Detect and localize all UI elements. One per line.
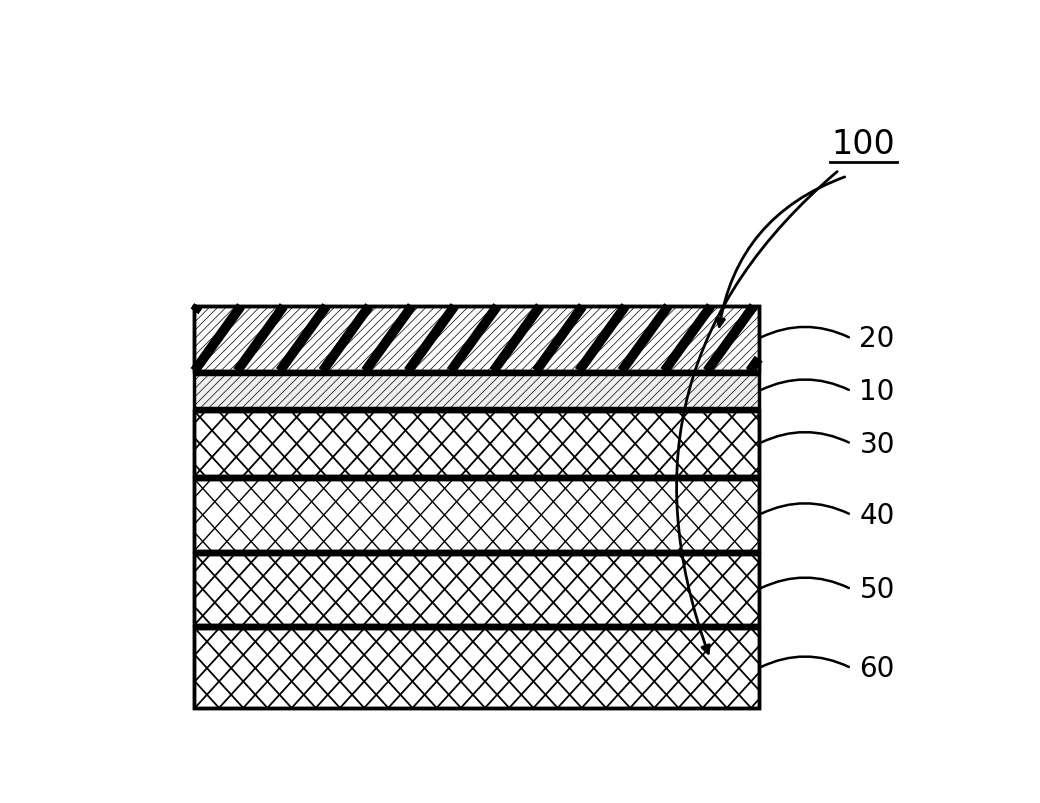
- Text: 50: 50: [859, 576, 894, 603]
- Bar: [194, 554, 759, 625]
- Text: 100: 100: [832, 128, 895, 161]
- Bar: [194, 412, 759, 477]
- Bar: [194, 307, 759, 372]
- Bar: [194, 307, 759, 372]
- Bar: [194, 628, 759, 708]
- Bar: [194, 479, 759, 551]
- Text: 60: 60: [859, 654, 894, 683]
- Bar: [194, 554, 759, 625]
- Text: 20: 20: [859, 325, 894, 353]
- Text: 40: 40: [859, 501, 894, 529]
- Bar: [194, 307, 759, 372]
- Text: 10: 10: [859, 377, 894, 406]
- Bar: [194, 479, 759, 551]
- Bar: [194, 412, 759, 477]
- Text: 30: 30: [859, 430, 895, 459]
- Bar: [194, 374, 759, 409]
- Bar: [194, 628, 759, 708]
